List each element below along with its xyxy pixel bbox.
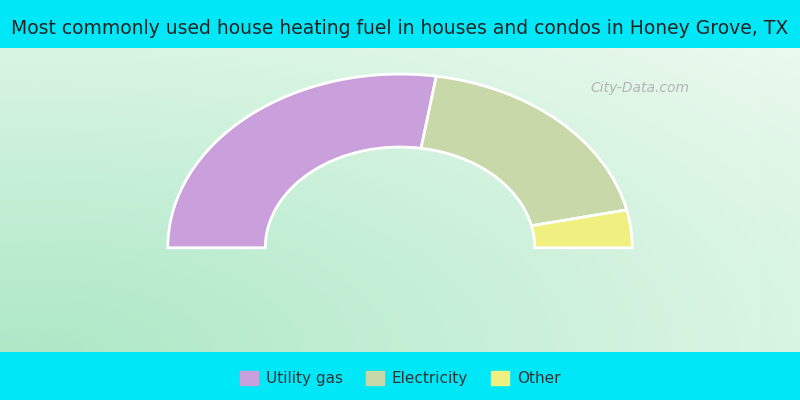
Wedge shape [421, 76, 626, 226]
Wedge shape [168, 74, 436, 248]
Legend: Utility gas, Electricity, Other: Utility gas, Electricity, Other [234, 365, 566, 392]
Text: City-Data.com: City-Data.com [590, 81, 690, 95]
Text: Most commonly used house heating fuel in houses and condos in Honey Grove, TX: Most commonly used house heating fuel in… [11, 18, 789, 38]
Wedge shape [531, 210, 632, 248]
